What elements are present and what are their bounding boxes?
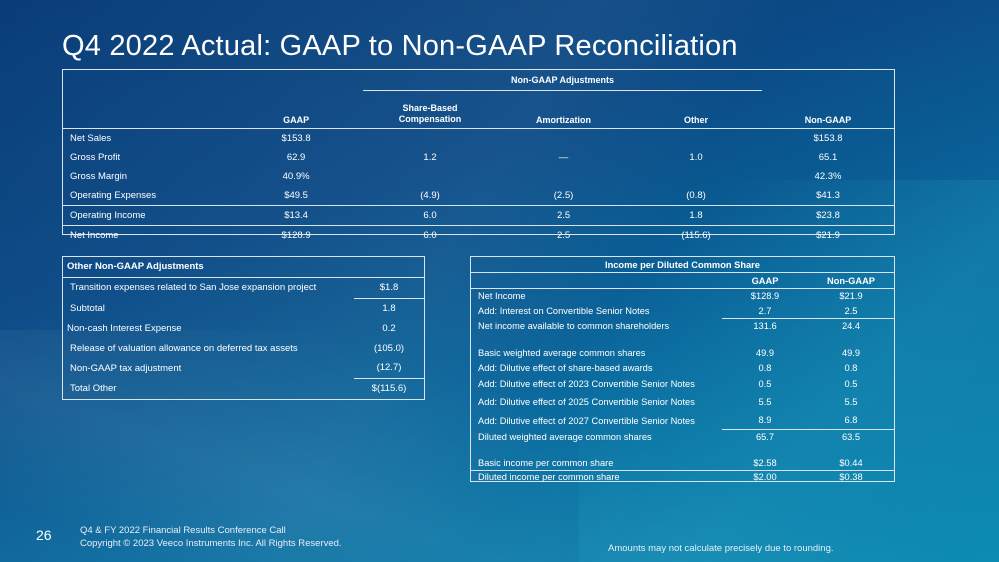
footer-copyright: Copyright © 2023 Veeco Instruments Inc. …: [80, 538, 342, 549]
eps-header: Income per Diluted Common Share: [471, 257, 894, 273]
other-adjustments-header: Other Non-GAAP Adjustments: [63, 257, 354, 278]
col-header-sbc: Share-Based Compensation: [398, 103, 462, 124]
col-header-amortization: Amortization: [536, 115, 592, 125]
table-row: Gross Profit 62.9 1.2 — 1.0 65.1: [70, 152, 838, 163]
col-header-other: Other: [684, 115, 709, 125]
table-row: Add: Dilutive effect of 2025 Convertible…: [478, 397, 858, 407]
group-header: Non-GAAP Adjustments: [363, 70, 762, 91]
table-row: Net income available to common sharehold…: [478, 321, 861, 332]
table-row: Add: Dilutive effect of share-based awar…: [478, 363, 858, 373]
page-title: Q4 2022 Actual: GAAP to Non-GAAP Reconci…: [62, 30, 738, 62]
table-row: Basic income per common share $2.58 $0.4…: [478, 458, 863, 469]
reconciliation-table: Non-GAAP Adjustments GAAP Share-Based Co…: [62, 69, 895, 245]
table-row: Transition expenses related to San Jose …: [63, 277, 424, 299]
table-row: Diluted income per common share $2.00 $0…: [471, 470, 894, 484]
table-row: Subtotal 1.8: [70, 302, 396, 314]
table-row: Net Income $128.9 6.0 2.5 (115.6) $21.9: [63, 225, 894, 245]
table-row: Add: Interest on Convertible Senior Note…: [471, 303, 894, 319]
col-header-gaap: GAAP: [283, 115, 310, 125]
table-row: Basic weighted average common shares 49.…: [478, 348, 861, 358]
table-row: Add: Dilutive effect of 2027 Convertible…: [471, 411, 894, 430]
rounding-note: Amounts may not calculate precisely due …: [608, 543, 834, 554]
table-row: Non-cash Interest Expense 0.2: [67, 322, 396, 334]
col-header-nongaap: Non-GAAP: [804, 115, 852, 125]
table-row: Diluted weighted average common shares 6…: [478, 432, 861, 443]
background-decoration: [0, 330, 999, 562]
other-adjustments-table: Other Non-GAAP Adjustments Transition ex…: [62, 256, 425, 400]
eps-col-nongaap: Non-GAAP: [808, 272, 894, 289]
table-row: Net Sales $153.8 $153.8: [63, 128, 894, 148]
page-number: 26: [36, 527, 52, 543]
table-row: Release of valuation allowance on deferr…: [70, 342, 405, 354]
eps-col-gaap: GAAP: [722, 272, 808, 289]
income-per-share-table: Income per Diluted Common Share GAAP Non…: [470, 256, 895, 484]
table-row: Total Other $(115.6): [70, 382, 407, 395]
table-row: Operating Income $13.4 6.0 2.5 1.8 $23.8: [63, 205, 894, 226]
table-row: Gross Margin 40.9% 42.3%: [70, 171, 842, 182]
table-row: Net Income $128.9 $21.9: [478, 291, 863, 302]
footer-line-1: Q4 & FY 2022 Financial Results Conferenc…: [80, 525, 286, 536]
table-row: Operating Expenses $49.5 (4.9) (2.5) (0.…: [63, 186, 894, 206]
table-row: Non-GAAP tax adjustment (12.7): [63, 357, 424, 379]
footer-text: Q4 & FY 2022 Financial Results Conferenc…: [80, 524, 342, 550]
table-row: Add: Dilutive effect of 2023 Convertible…: [478, 379, 858, 389]
